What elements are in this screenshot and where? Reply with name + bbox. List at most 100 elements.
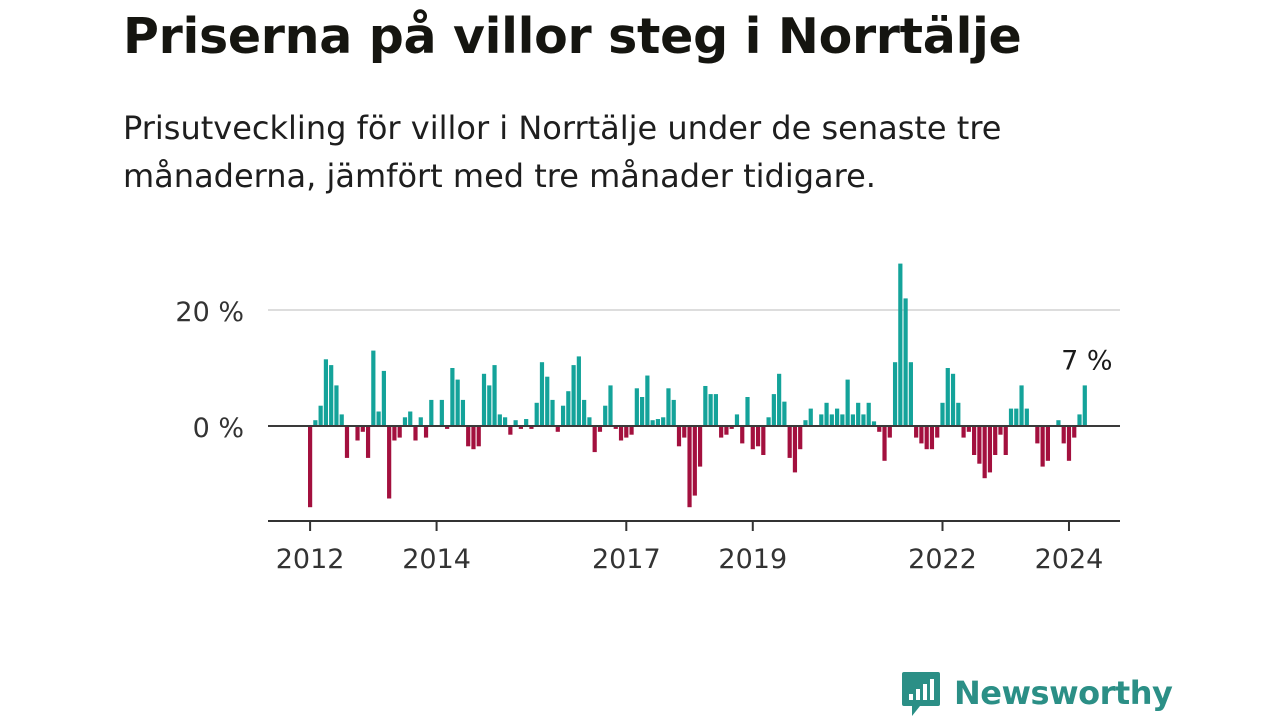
bar xyxy=(360,426,365,432)
bar xyxy=(634,388,639,426)
bar xyxy=(518,426,523,429)
bar xyxy=(676,426,682,447)
bar xyxy=(355,426,360,441)
bar xyxy=(539,362,545,426)
bar xyxy=(476,426,481,447)
x-tick-label: 2019 xyxy=(718,544,787,575)
bar xyxy=(829,414,834,426)
bar xyxy=(771,394,776,426)
bar xyxy=(734,414,740,426)
bar xyxy=(966,426,971,432)
bar xyxy=(950,373,956,426)
bar xyxy=(692,426,697,496)
last-value-label: 7 % xyxy=(1061,345,1112,376)
bar xyxy=(387,426,392,499)
bar xyxy=(455,379,460,426)
bar xyxy=(750,426,755,450)
bar xyxy=(613,426,618,429)
bar xyxy=(497,414,502,426)
bar xyxy=(460,399,466,426)
bar xyxy=(898,263,903,426)
bar xyxy=(882,426,887,461)
bar xyxy=(924,426,929,450)
bar xyxy=(502,417,508,426)
bar xyxy=(587,417,592,426)
chart-title: Priserna på villor steg i Norrtälje xyxy=(123,8,1022,65)
bar xyxy=(566,391,571,426)
bar xyxy=(708,394,713,426)
bar xyxy=(571,365,576,426)
bar xyxy=(439,399,444,426)
bar xyxy=(1045,426,1050,461)
bar xyxy=(392,426,397,441)
bar xyxy=(808,408,813,426)
bar xyxy=(445,426,450,429)
bar xyxy=(972,426,977,455)
bar xyxy=(650,420,655,426)
bar xyxy=(792,426,798,473)
bar xyxy=(961,426,966,438)
bar xyxy=(761,426,766,455)
bar xyxy=(908,362,913,426)
y-tick-label: 0 % xyxy=(193,413,244,444)
bar xyxy=(397,426,402,438)
x-tick-label: 2024 xyxy=(1035,544,1104,575)
bar xyxy=(513,420,518,426)
bar xyxy=(1077,414,1082,426)
bar xyxy=(745,397,750,426)
bar xyxy=(603,405,608,426)
bar xyxy=(840,414,845,426)
x-tick-label: 2017 xyxy=(592,544,661,575)
bar xyxy=(1024,408,1029,426)
bar xyxy=(740,426,745,444)
bar xyxy=(956,402,961,426)
bar xyxy=(856,402,861,426)
bar xyxy=(935,426,940,438)
bar xyxy=(993,426,998,455)
bar xyxy=(929,426,935,450)
bar xyxy=(835,408,840,426)
bar xyxy=(671,399,676,426)
bar xyxy=(1014,408,1019,426)
bar xyxy=(713,394,718,426)
bar xyxy=(560,405,566,426)
bar xyxy=(402,417,408,426)
bar xyxy=(892,362,898,426)
bar xyxy=(381,370,386,426)
bar xyxy=(640,397,645,426)
bar xyxy=(365,426,371,458)
bar xyxy=(329,365,334,426)
bar xyxy=(534,402,539,426)
bar xyxy=(697,426,703,467)
bar xyxy=(903,298,908,426)
bar xyxy=(545,376,550,426)
bar xyxy=(429,399,434,426)
x-tick-label: 2022 xyxy=(908,544,977,575)
bar xyxy=(466,426,471,447)
bar xyxy=(798,426,803,450)
bar-chart: 20 % 0 % 2012 2014 2017 2019 2022 2024 7 % xyxy=(175,263,1120,575)
bar xyxy=(729,426,734,429)
bar xyxy=(914,426,919,438)
bar xyxy=(418,417,423,426)
brand-name: Newsworthy xyxy=(954,674,1173,712)
newsworthy-logo-icon xyxy=(902,672,940,716)
bar xyxy=(576,356,581,426)
bar xyxy=(777,373,782,426)
bar xyxy=(819,414,824,426)
bar xyxy=(371,350,376,426)
bar xyxy=(334,385,339,426)
bar xyxy=(550,399,555,426)
bar xyxy=(824,402,829,426)
bar xyxy=(524,419,529,426)
bar xyxy=(629,426,634,435)
bar xyxy=(877,426,882,432)
bar xyxy=(1082,385,1087,426)
bar xyxy=(703,385,708,426)
bar xyxy=(782,401,787,426)
bar xyxy=(766,417,771,426)
bar xyxy=(940,402,945,426)
bar xyxy=(471,426,476,450)
bar xyxy=(1040,426,1045,467)
bar xyxy=(687,426,692,508)
